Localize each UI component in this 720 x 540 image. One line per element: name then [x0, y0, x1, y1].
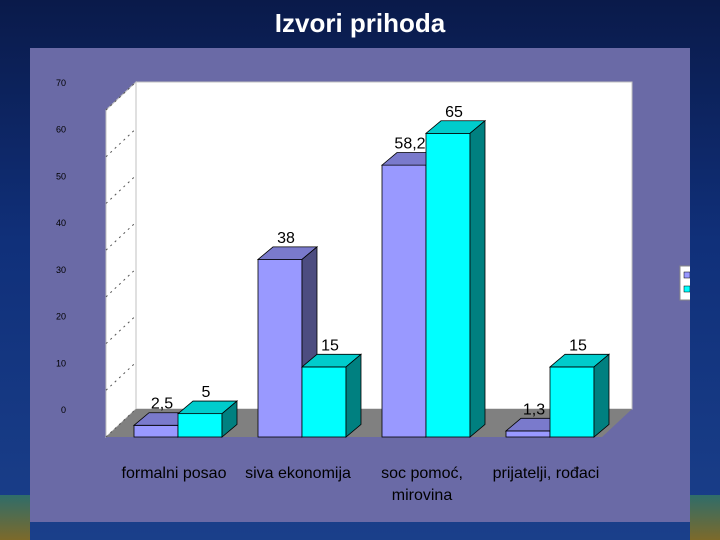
data-label-M-3: 1,3	[523, 401, 545, 418]
bar-side-Ž-1	[345, 353, 362, 438]
bar-Ž-1	[301, 366, 347, 438]
data-label-M-0: 2,5	[151, 396, 173, 413]
bar-M-3	[505, 430, 551, 438]
x-category-label: siva ekonomija	[245, 465, 351, 482]
y-gridline-dotted	[105, 315, 137, 344]
y-gridline-dotted	[105, 221, 137, 251]
y-tick-label: 20	[56, 312, 66, 322]
bar-Ž-3	[549, 366, 595, 438]
x-category-label: prijatelji, rođaci	[493, 465, 600, 482]
legend-box	[679, 265, 690, 301]
decorative-strip-left	[0, 495, 30, 540]
y-tick-label: 60	[56, 125, 66, 135]
bar-chart: 0 10 20 30 40 50 60 70 2,5 38 58,2 1,3 5 15 65 15 formal…	[56, 78, 690, 504]
chart-panel: 0 10 20 30 40 50 60 70 2,5 38 58,2 1,3 5 15 65 15 formal…	[30, 48, 690, 522]
y-tick-label: 40	[56, 218, 66, 228]
data-label-Ž-0: 5	[202, 384, 211, 401]
slide-title: Izvori prihoda	[274, 8, 446, 38]
bar-M-1	[257, 259, 303, 438]
bar-side-Ž-2	[469, 119, 486, 438]
y-gridline-dotted	[105, 361, 137, 391]
y-tick-label: 10	[56, 358, 66, 368]
data-label-Ž-3: 15	[569, 337, 587, 354]
data-label-Ž-2: 65	[445, 104, 463, 121]
data-label-M-2: 58,2	[394, 136, 425, 153]
plot-side-wall	[105, 80, 137, 439]
bar-Ž-2	[425, 132, 471, 438]
bar-side-Ž-0	[221, 400, 238, 438]
x-category-label: soc pomoć,	[381, 465, 463, 482]
y-tick-label: 50	[56, 171, 66, 181]
bar-M-2	[381, 164, 427, 438]
plot-floor	[106, 409, 632, 437]
y-gridline-dotted	[105, 175, 137, 204]
data-label-M-1: 38	[277, 230, 295, 247]
data-label-Ž-1: 15	[321, 337, 339, 354]
y-tick-label: 0	[61, 405, 66, 415]
y-tick-label: 30	[56, 265, 66, 275]
bar-side-Ž-3	[593, 353, 610, 438]
y-gridline-dotted	[105, 408, 137, 438]
x-category-label: formalni posao	[122, 465, 227, 482]
legend-swatch-M	[683, 271, 690, 279]
x-category-label: mirovina	[392, 487, 453, 504]
bar-M-0	[133, 424, 179, 438]
bar-Ž-0	[177, 413, 223, 438]
y-gridline-dotted	[105, 268, 137, 298]
legend-swatch-Ž	[683, 285, 690, 293]
y-gridline-dotted	[105, 128, 137, 158]
y-tick-label: 70	[56, 78, 66, 88]
y-gridline-dotted	[105, 81, 137, 111]
decorative-strip-right	[690, 495, 720, 540]
